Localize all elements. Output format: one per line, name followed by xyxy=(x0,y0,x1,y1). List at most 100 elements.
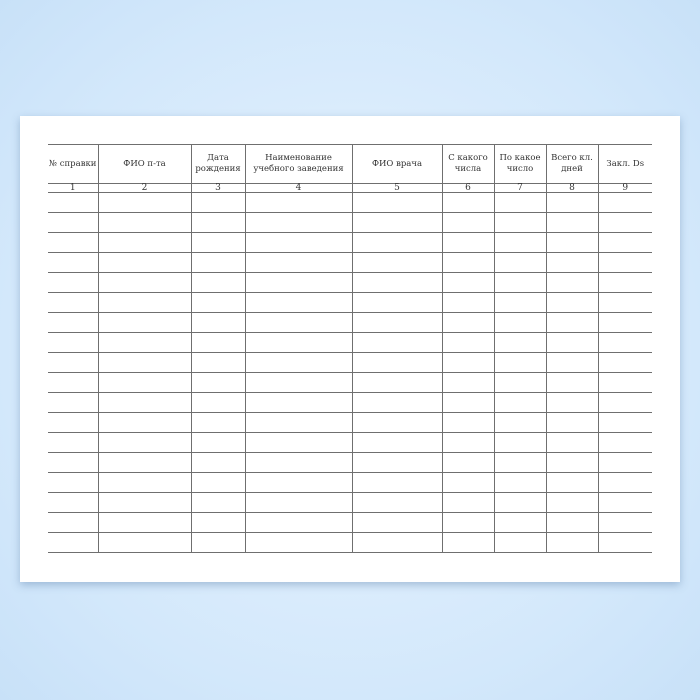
column-number: 2 xyxy=(97,183,191,193)
table-row xyxy=(48,412,652,433)
empty-cell xyxy=(48,252,98,273)
empty-cell xyxy=(597,472,652,493)
empty-cell xyxy=(493,392,546,413)
empty-cell xyxy=(244,492,352,513)
table-row xyxy=(48,512,652,533)
empty-cell xyxy=(48,452,98,473)
empty-cell xyxy=(97,492,191,513)
empty-cell xyxy=(493,492,546,513)
header-cell: Дата рождения xyxy=(190,144,245,184)
empty-cell xyxy=(48,512,98,533)
empty-cell xyxy=(493,452,546,473)
empty-cell xyxy=(97,392,191,413)
table-row xyxy=(48,492,652,513)
empty-cell xyxy=(190,212,245,233)
table-row xyxy=(48,352,652,373)
empty-cell xyxy=(597,292,652,313)
empty-cell xyxy=(351,272,442,293)
empty-cell xyxy=(441,412,494,433)
empty-cell xyxy=(48,472,98,493)
empty-cell xyxy=(244,452,352,473)
empty-cell xyxy=(597,252,652,273)
empty-cell xyxy=(493,332,546,353)
empty-cell xyxy=(244,352,352,373)
table-row xyxy=(48,432,652,453)
header-cell: Закл. Ds xyxy=(597,144,652,184)
empty-cell xyxy=(190,252,245,273)
empty-cell xyxy=(493,512,546,533)
table-row xyxy=(48,472,652,493)
form-sheet: № справки ФИО п-та Дата рождения Наимено… xyxy=(20,116,680,582)
empty-cell xyxy=(351,372,442,393)
empty-cell xyxy=(244,432,352,453)
empty-cell xyxy=(441,192,494,213)
empty-cell xyxy=(244,412,352,433)
empty-cell xyxy=(97,472,191,493)
empty-cell xyxy=(97,252,191,273)
empty-cell xyxy=(244,212,352,233)
empty-cell xyxy=(97,292,191,313)
empty-cell xyxy=(493,472,546,493)
empty-cell xyxy=(97,532,191,553)
empty-cell xyxy=(441,292,494,313)
empty-cell xyxy=(97,192,191,213)
table-row xyxy=(48,312,652,333)
empty-cell xyxy=(441,532,494,553)
empty-cell xyxy=(597,352,652,373)
empty-cell xyxy=(97,212,191,233)
column-number: 6 xyxy=(441,183,494,193)
empty-cell xyxy=(597,512,652,533)
empty-cell xyxy=(351,232,442,253)
empty-cell xyxy=(441,372,494,393)
header-cell: С какого числа xyxy=(441,144,494,184)
empty-cell xyxy=(97,412,191,433)
empty-cell xyxy=(244,292,352,313)
empty-cell xyxy=(351,212,442,233)
empty-cell xyxy=(351,192,442,213)
empty-cell xyxy=(97,312,191,333)
empty-cell xyxy=(190,532,245,553)
empty-cell xyxy=(597,492,652,513)
column-number-row: 1 2 3 4 5 6 7 8 9 xyxy=(48,183,652,193)
empty-cell xyxy=(351,392,442,413)
header-cell: Всего кл. дней xyxy=(545,144,598,184)
empty-cell xyxy=(545,352,598,373)
empty-cell xyxy=(48,392,98,413)
empty-cell xyxy=(597,332,652,353)
header-cell: ФИО п-та xyxy=(97,144,191,184)
empty-cell xyxy=(545,412,598,433)
table-row xyxy=(48,272,652,293)
empty-cell xyxy=(545,392,598,413)
empty-cell xyxy=(545,472,598,493)
empty-cell xyxy=(351,332,442,353)
empty-cell xyxy=(493,212,546,233)
empty-cell xyxy=(493,412,546,433)
empty-cell xyxy=(48,372,98,393)
table-row xyxy=(48,392,652,413)
table-row xyxy=(48,252,652,273)
empty-cell xyxy=(351,452,442,473)
empty-cell xyxy=(545,252,598,273)
empty-cell xyxy=(97,352,191,373)
empty-cell xyxy=(441,252,494,273)
empty-cell xyxy=(48,532,98,553)
empty-cell xyxy=(545,452,598,473)
empty-cell xyxy=(597,192,652,213)
empty-cell xyxy=(441,212,494,233)
empty-cell xyxy=(351,352,442,373)
empty-cell xyxy=(441,352,494,373)
empty-cell xyxy=(351,252,442,273)
empty-cell xyxy=(97,372,191,393)
empty-cell xyxy=(597,212,652,233)
empty-cell xyxy=(597,452,652,473)
empty-cell xyxy=(97,332,191,353)
empty-cell xyxy=(244,252,352,273)
empty-cell xyxy=(190,192,245,213)
table-row xyxy=(48,192,652,213)
empty-cell xyxy=(493,272,546,293)
header-row: № справки ФИО п-та Дата рождения Наимено… xyxy=(48,144,652,184)
empty-cell xyxy=(493,352,546,373)
empty-cell xyxy=(493,532,546,553)
empty-cell xyxy=(190,412,245,433)
column-number: 3 xyxy=(190,183,245,193)
